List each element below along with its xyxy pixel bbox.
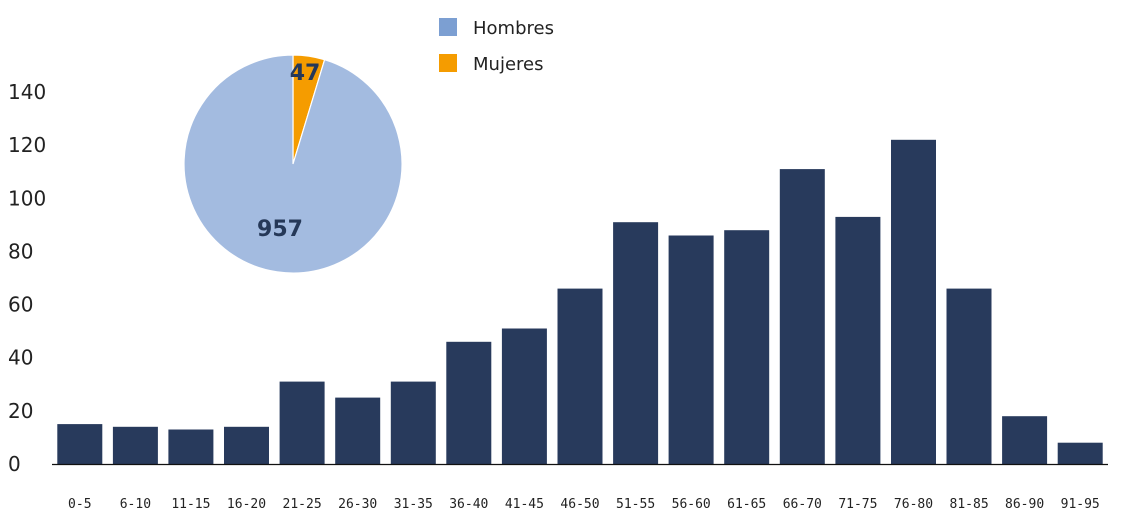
pie-value-label-hombres: 957 [257, 217, 303, 242]
y-tick-label: 20 [8, 399, 33, 423]
bar-41-45 [501, 328, 547, 464]
y-tick-label: 100 [8, 186, 46, 210]
x-tick-label: 46-50 [560, 497, 599, 512]
x-tick-label: 76-80 [894, 497, 933, 512]
x-tick-label: 21-25 [283, 497, 322, 512]
bar-26-30 [335, 397, 381, 464]
y-tick-label: 60 [8, 293, 33, 317]
legend-label-hombres: Hombres [473, 18, 554, 39]
bar-0-5 [57, 424, 103, 464]
bar-36-40 [446, 341, 492, 464]
bar-56-60 [668, 235, 714, 464]
x-tick-label: 11-15 [171, 497, 210, 512]
x-tick-label: 56-60 [672, 497, 711, 512]
y-tick-label: 120 [8, 133, 46, 157]
x-tick-label: 66-70 [783, 497, 822, 512]
x-tick-label: 41-45 [505, 497, 544, 512]
x-tick-label: 26-30 [338, 497, 377, 512]
x-tick-label: 81-85 [950, 497, 989, 512]
bar-86-90 [1002, 416, 1048, 464]
x-tick-label: 86-90 [1005, 497, 1044, 512]
y-tick-label: 0 [8, 452, 21, 476]
x-tick-label: 91-95 [1061, 497, 1100, 512]
x-tick-label: 61-65 [727, 497, 766, 512]
bar-81-85 [946, 288, 992, 464]
bar-46-50 [557, 288, 603, 464]
bar-11-15 [168, 429, 214, 464]
bar-series [57, 139, 1103, 465]
bar-61-65 [724, 230, 770, 464]
x-axis-ticks: 0-5 6-10 11-15 16-20 21-25 26-30 31-35 36-40 41-… [68, 497, 1100, 512]
y-tick-label: 80 [8, 239, 33, 263]
legend-label-mujeres: Mujeres [473, 54, 543, 75]
pie-value-label-mujeres: 47 [290, 61, 321, 86]
bar-21-25 [279, 381, 325, 464]
y-tick-label: 140 [8, 80, 46, 104]
bar-76-80 [891, 139, 936, 465]
legend: Hombres Mujeres [439, 18, 554, 75]
legend-swatch-mujeres [439, 54, 457, 72]
x-tick-label: 0-5 [68, 497, 91, 512]
bar-6-10 [112, 426, 158, 464]
bar-31-35 [390, 381, 436, 464]
bar-66-70 [779, 169, 825, 464]
x-tick-label: 16-20 [227, 497, 266, 512]
bar-91-95 [1057, 442, 1103, 464]
x-tick-label: 51-55 [616, 497, 655, 512]
x-tick-label: 6-10 [120, 497, 151, 512]
bar-16-20 [224, 426, 269, 464]
bar-71-75 [835, 216, 881, 464]
pie-slice-hombres [183, 54, 403, 274]
x-tick-label: 36-40 [449, 497, 488, 512]
x-tick-label: 71-75 [838, 497, 877, 512]
pie-chart: 47 957 [183, 54, 403, 274]
legend-swatch-hombres [439, 18, 457, 36]
x-tick-label: 31-35 [394, 497, 433, 512]
bar-51-55 [613, 222, 659, 464]
y-tick-label: 40 [8, 346, 33, 370]
y-axis-ticks: 0 20 40 60 80 100 120 140 [8, 80, 46, 476]
